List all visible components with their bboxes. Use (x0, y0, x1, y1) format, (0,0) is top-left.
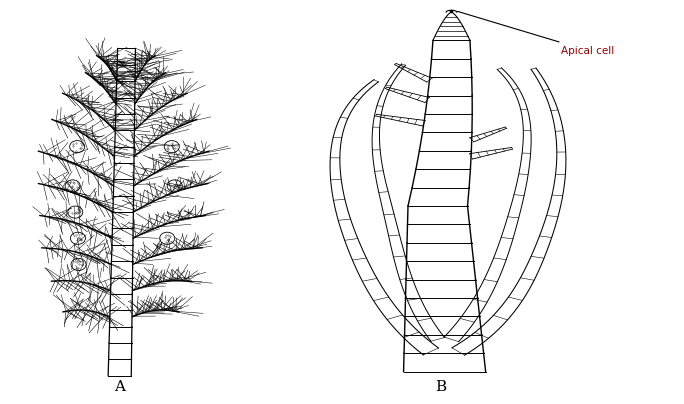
Text: B: B (436, 380, 447, 394)
Text: A: A (114, 380, 125, 394)
Text: Apical cell: Apical cell (458, 11, 614, 55)
